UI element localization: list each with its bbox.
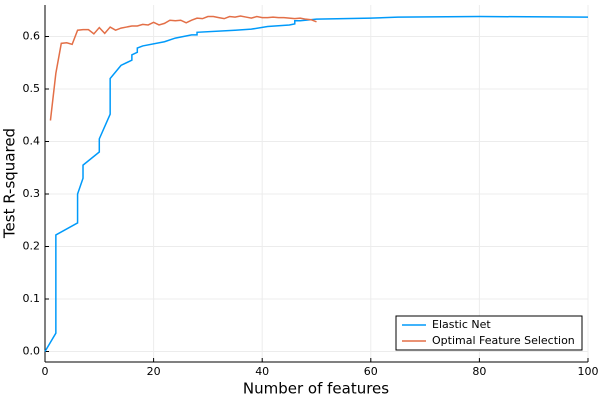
y-tick-label: 0.2 [23,240,41,253]
y-axis-label: Test R-squared [1,128,19,239]
series-line [44,15,589,352]
x-tick-label: 40 [255,365,269,378]
x-tick-label: 80 [472,365,486,378]
y-tick-label: 0.3 [23,187,41,200]
legend: Elastic Net Optimal Feature Selection [395,315,583,351]
x-tick-label: 100 [578,365,599,378]
y-tick-label: 0.5 [23,82,41,95]
x-tick-label: 0 [42,365,49,378]
x-tick-label: 20 [147,365,161,378]
legend-box [395,315,583,351]
y-tick-label: 0.4 [23,135,41,148]
y-tick-label: 0.6 [23,30,41,43]
x-tick-label: 60 [364,365,378,378]
x-axis-label: Number of features [243,380,389,398]
y-tick-label: 0.0 [23,345,41,358]
legend-label: Elastic Net [432,318,491,331]
legend-label: Optimal Feature Selection [432,334,575,347]
y-tick-label: 0.1 [23,292,41,305]
series-line [49,15,317,121]
